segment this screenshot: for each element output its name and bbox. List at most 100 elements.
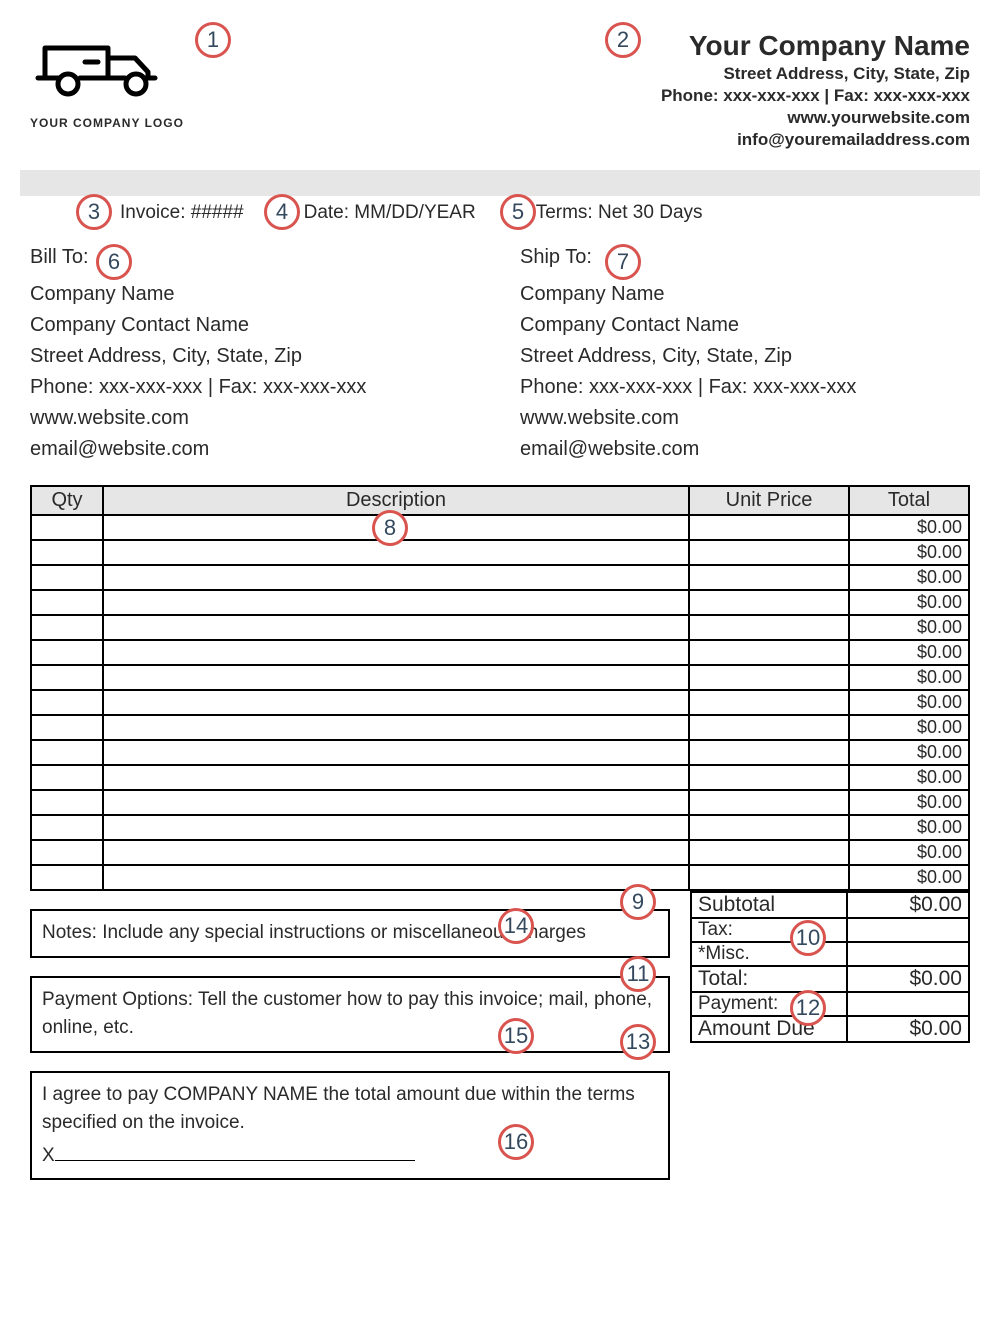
callout-16: 16 — [498, 1124, 534, 1160]
notes-box: Notes: Include any special instructions … — [30, 909, 670, 958]
misc-val — [848, 943, 968, 965]
cell-total: $0.00 — [849, 765, 969, 790]
cell-qty — [31, 840, 103, 865]
cell-unit — [689, 715, 849, 740]
cell-qty — [31, 790, 103, 815]
cell-total: $0.00 — [849, 665, 969, 690]
ship-to-address: Street Address, City, State, Zip — [520, 341, 970, 372]
cell-qty — [31, 565, 103, 590]
cell-total: $0.00 — [849, 865, 969, 890]
cell-total: $0.00 — [849, 690, 969, 715]
cell-unit — [689, 540, 849, 565]
cell-qty — [31, 715, 103, 740]
table-row: $0.00 — [31, 690, 969, 715]
bill-to-address: Street Address, City, State, Zip — [30, 341, 480, 372]
ship-to-contact: Company Contact Name — [520, 310, 970, 341]
ship-to-email: email@website.com — [520, 434, 970, 465]
items-table: Qty Description Unit Price Total $0.00$0… — [30, 485, 970, 891]
callout-2: 2 — [605, 22, 641, 58]
callout-12: 12 — [790, 990, 826, 1026]
ship-to-company: Company Name — [520, 279, 970, 310]
table-row: $0.00 — [31, 540, 969, 565]
cell-desc — [103, 665, 689, 690]
cell-unit — [689, 515, 849, 540]
bill-to-contact: Company Contact Name — [30, 310, 480, 341]
cell-unit — [689, 565, 849, 590]
misc-label: *Misc. — [692, 943, 848, 965]
company-email: info@youremailaddress.com — [661, 130, 970, 150]
cell-unit — [689, 865, 849, 890]
cell-qty — [31, 740, 103, 765]
cell-qty — [31, 590, 103, 615]
company-info: Your Company Name Street Address, City, … — [661, 30, 970, 150]
cell-desc — [103, 765, 689, 790]
subtotal-label: Subtotal — [692, 893, 848, 917]
logo-caption: YOUR COMPANY LOGO — [30, 116, 230, 130]
cell-desc — [103, 615, 689, 640]
cell-qty — [31, 765, 103, 790]
tax-val — [848, 919, 968, 941]
payment-val — [848, 993, 968, 1015]
callout-6: 6 — [96, 244, 132, 280]
cell-desc — [103, 715, 689, 740]
total-label: Total: — [692, 967, 848, 991]
col-qty: Qty — [31, 486, 103, 515]
divider-bar — [20, 170, 980, 196]
table-row: $0.00 — [31, 665, 969, 690]
due-val: $0.00 — [848, 1017, 968, 1041]
cell-total: $0.00 — [849, 615, 969, 640]
cell-unit — [689, 590, 849, 615]
cell-total: $0.00 — [849, 790, 969, 815]
invoice-number: Invoice: ##### — [120, 202, 244, 224]
total-val: $0.00 — [848, 967, 968, 991]
cell-unit — [689, 840, 849, 865]
cell-unit — [689, 790, 849, 815]
cell-total: $0.00 — [849, 840, 969, 865]
cell-desc — [103, 565, 689, 590]
callout-1: 1 — [195, 22, 231, 58]
cell-qty — [31, 865, 103, 890]
callout-13: 13 — [620, 1024, 656, 1060]
cell-total: $0.00 — [849, 640, 969, 665]
invoice-terms: Terms: Net 30 Days — [536, 202, 703, 224]
cell-qty — [31, 615, 103, 640]
totals-block: Subtotal $0.00 Tax: *Misc. Total: $0.00 … — [690, 891, 970, 1180]
cell-qty — [31, 665, 103, 690]
signature-line[interactable] — [55, 1160, 415, 1161]
callout-9: 9 — [620, 884, 656, 920]
company-website: www.yourwebsite.com — [661, 108, 970, 128]
invoice-date: Date: MM/DD/YEAR — [304, 202, 476, 224]
callout-14: 14 — [498, 908, 534, 944]
cell-unit — [689, 690, 849, 715]
table-row: $0.00 — [31, 640, 969, 665]
cell-qty — [31, 640, 103, 665]
bill-to-company: Company Name — [30, 279, 480, 310]
cell-total: $0.00 — [849, 815, 969, 840]
table-row: $0.00 — [31, 815, 969, 840]
cell-unit — [689, 765, 849, 790]
table-row: $0.00 — [31, 715, 969, 740]
cell-total: $0.00 — [849, 515, 969, 540]
cell-qty — [31, 690, 103, 715]
ship-to-title: Ship To: — [520, 242, 970, 273]
agreement-text: I agree to pay COMPANY NAME the total am… — [42, 1081, 658, 1138]
table-row: $0.00 — [31, 790, 969, 815]
callout-4: 4 — [264, 194, 300, 230]
cell-desc — [103, 790, 689, 815]
cell-qty — [31, 540, 103, 565]
bill-to-phone-fax: Phone: xxx-xxx-xxx | Fax: xxx-xxx-xxx — [30, 372, 480, 403]
payment-options-text: Payment Options: Tell the customer how t… — [42, 989, 652, 1039]
subtotal-val: $0.00 — [848, 893, 968, 917]
cell-desc — [103, 740, 689, 765]
signature-prefix: X — [42, 1145, 55, 1166]
cell-desc — [103, 815, 689, 840]
cell-total: $0.00 — [849, 590, 969, 615]
cell-total: $0.00 — [849, 540, 969, 565]
bill-to-website: www.website.com — [30, 403, 480, 434]
table-row: $0.00 — [31, 765, 969, 790]
agreement-box: I agree to pay COMPANY NAME the total am… — [30, 1071, 670, 1181]
col-total: Total — [849, 486, 969, 515]
col-unit: Unit Price — [689, 486, 849, 515]
callout-11: 11 — [620, 956, 656, 992]
callout-10: 10 — [790, 920, 826, 956]
